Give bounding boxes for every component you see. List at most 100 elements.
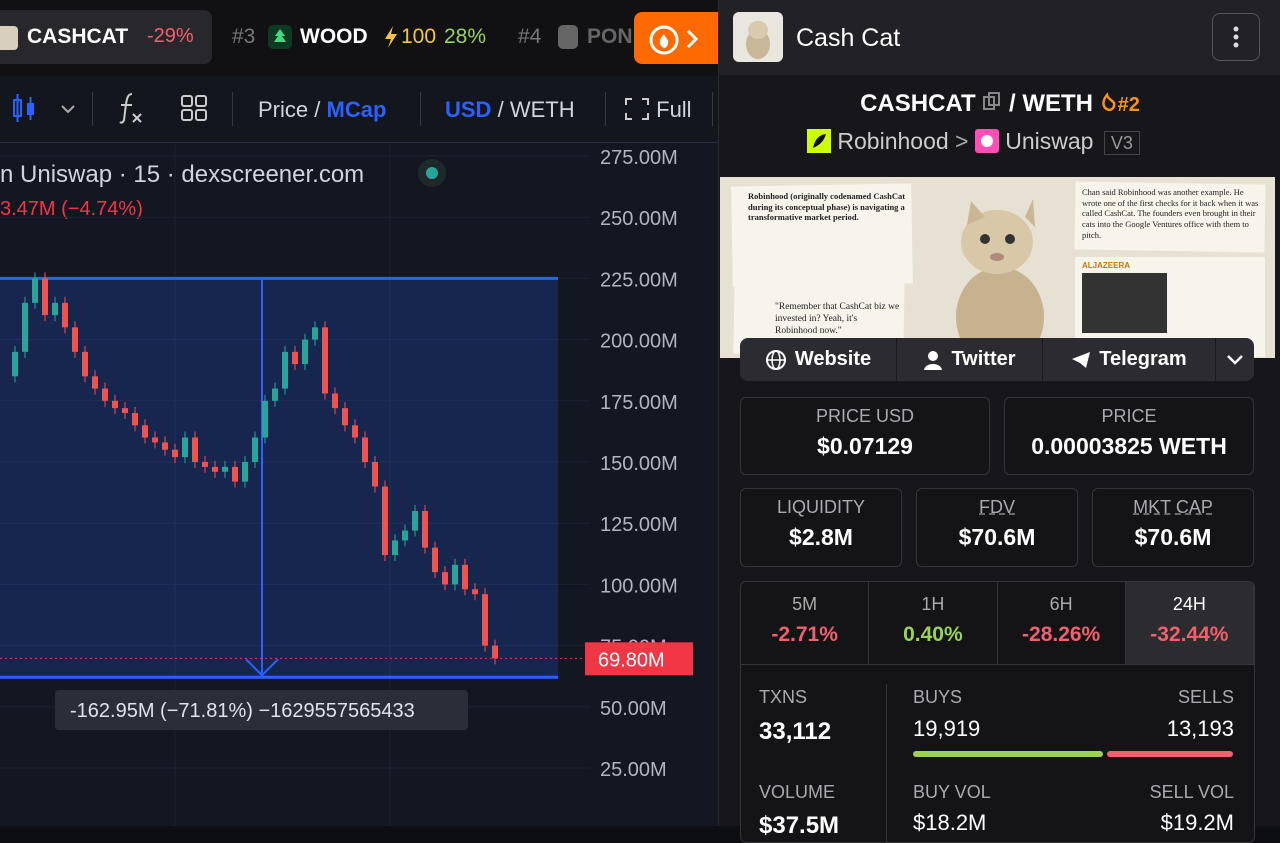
label: PRICE USD [815, 406, 914, 426]
label: FDV [979, 497, 1015, 517]
candle-body [82, 351, 88, 377]
panel-header: Cash Cat [719, 0, 1280, 75]
rank: #2 [1117, 94, 1140, 116]
candle-body [62, 302, 68, 328]
fullscreen-button[interactable]: Full [624, 97, 692, 123]
telegram-link[interactable]: Telegram [1043, 338, 1216, 381]
candle-body [202, 462, 208, 467]
candle-body [32, 278, 38, 303]
candle-body [222, 466, 228, 472]
dex-icon [974, 129, 999, 153]
period-tab[interactable]: 5M -2.71% [741, 582, 870, 664]
candle-body [212, 466, 218, 472]
trending-button[interactable] [634, 12, 718, 64]
candle-body [182, 437, 188, 458]
measure-label-box [55, 690, 468, 730]
twitter-link[interactable]: Twitter [897, 338, 1043, 381]
label: PRICE [1101, 406, 1157, 426]
label: SELL VOL [1149, 782, 1234, 802]
candle-body [12, 351, 18, 377]
price-mcap-toggle[interactable]: Price / MCap [258, 97, 386, 123]
buy-sell-ratio [913, 751, 1233, 757]
y-tick-label: 150.00M [600, 453, 678, 475]
token-title: Cash Cat [796, 24, 901, 52]
boost-icon [385, 26, 397, 48]
period-tab[interactable]: 1H 0.40% [869, 582, 998, 664]
label: BUYS [913, 687, 963, 707]
price-option: Price [258, 97, 309, 122]
network[interactable]: Robinhood [837, 128, 949, 154]
y-tick-label: 225.00M [600, 269, 678, 291]
tab-name[interactable]: WOOD [300, 25, 368, 48]
more-links[interactable] [1216, 338, 1254, 381]
candle-body [392, 540, 398, 556]
candle-body [122, 408, 128, 414]
toolbar: Price / MCap USD / WETH Full [0, 76, 718, 143]
tab-cashcat[interactable]: CASHCAT -29% [0, 10, 212, 64]
tab-rank: #3 [232, 25, 256, 48]
period-tab[interactable]: 24H -32.44% [1125, 582, 1254, 664]
period-label: 6H [1049, 594, 1073, 614]
candle-body [282, 351, 288, 389]
candle-body [192, 437, 198, 462]
candle-body [482, 594, 488, 646]
tab-change: 28% [444, 25, 487, 48]
candle-body [452, 564, 458, 585]
y-tick-label: 25.00M [600, 759, 667, 781]
website-link[interactable]: Website [740, 338, 897, 381]
candle-type-button[interactable] [10, 92, 90, 126]
weth-option: WETH [509, 97, 575, 122]
period-tab[interactable]: 6H -28.26% [998, 582, 1126, 664]
period-change: 0.40% [903, 623, 963, 646]
value: 0.00003825 WETH [1031, 433, 1227, 459]
divider [605, 92, 606, 126]
candle-body [92, 376, 98, 389]
banner-text: Robinhood (originally codenamed CashCat … [748, 191, 906, 223]
link-label: Telegram [1099, 348, 1187, 370]
period-tabs: 5M -2.71% 1H 0.40% 6H -28.26% 24H -32.44% [741, 582, 1254, 665]
divider [92, 92, 93, 126]
candle-body [72, 327, 78, 352]
separator: / [497, 97, 504, 122]
cat-image [956, 199, 1044, 358]
dex[interactable]: Uniswap [1005, 128, 1094, 154]
chain-icon [807, 129, 831, 153]
label: BUY VOL [913, 782, 991, 802]
chart-change: 3.47M (−4.74%) [0, 198, 143, 220]
y-tick-label: 175.00M [600, 392, 678, 414]
price-chart: n Uniswap · 15 · dexscreener.com 3.47M (… [0, 143, 718, 826]
tab-change: -29% [147, 25, 194, 47]
label: MKT CAP [1133, 497, 1213, 517]
value: $2.8M [789, 524, 853, 550]
sells-bar [1107, 751, 1233, 757]
price-card: PRICE 0.00003825 WETH [1004, 397, 1254, 475]
layout-button[interactable] [180, 94, 210, 124]
candle-body [322, 327, 328, 394]
candle-body [112, 400, 118, 409]
usd-option: USD [445, 97, 492, 122]
indicators-button[interactable] [116, 90, 146, 126]
copy-icon[interactable] [982, 91, 1002, 111]
label: TXNS [759, 687, 808, 707]
tab-name[interactable]: PON [587, 25, 633, 48]
value: $37.5M [759, 812, 840, 839]
candle-body [42, 278, 48, 316]
period-change: -2.71% [771, 623, 838, 646]
currency-toggle[interactable]: USD / WETH [445, 97, 575, 123]
divider [420, 92, 421, 126]
value: $0.07129 [817, 433, 913, 459]
label: SELLS [1177, 687, 1234, 707]
candle-body [432, 547, 438, 573]
candle-body [132, 413, 138, 426]
candle-body [272, 388, 278, 401]
label: VOLUME [759, 782, 836, 802]
metric-card: FDV $70.6M [916, 488, 1078, 567]
value: 33,112 [759, 718, 832, 745]
menu-button[interactable] [1212, 13, 1260, 61]
divider [232, 92, 233, 126]
token-icon [268, 25, 292, 49]
y-tick-label: 250.00M [600, 208, 678, 230]
token-avatar [733, 12, 783, 62]
period-label: 24H [1172, 594, 1206, 614]
pair-line: CASHCAT / WETH #2 [719, 90, 1280, 118]
